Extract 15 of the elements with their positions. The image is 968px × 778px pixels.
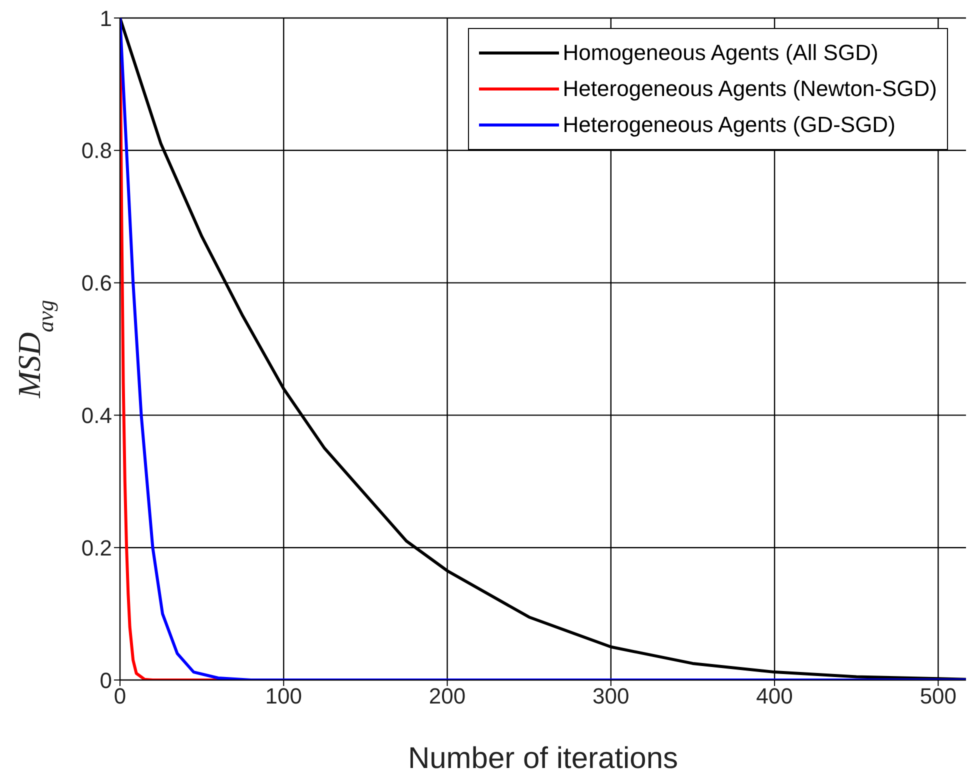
x-tick-label: 100	[265, 684, 302, 709]
y-tick-label: 0	[100, 668, 112, 693]
x-axis-title: Number of iterations	[408, 742, 678, 775]
x-tick-label: 400	[756, 684, 793, 709]
x-tick-label: 300	[592, 684, 630, 709]
x-tick-label: 200	[428, 684, 466, 709]
legend-label: Homogeneous Agents (All SGD)	[562, 40, 878, 66]
y-tick-label: 0.6	[81, 270, 112, 296]
legend-label: Heterogeneous Agents (GD-SGD)	[562, 112, 896, 138]
y-tick-label: 0.4	[81, 403, 112, 428]
y-tick-label: 0.2	[81, 535, 112, 560]
y-tick-label: 0.8	[81, 138, 112, 164]
legend-label: Heterogeneous Agents (Newton-SGD)	[562, 76, 937, 102]
x-tick-label: 500	[920, 684, 957, 709]
y-tick-label: 1	[100, 6, 112, 31]
